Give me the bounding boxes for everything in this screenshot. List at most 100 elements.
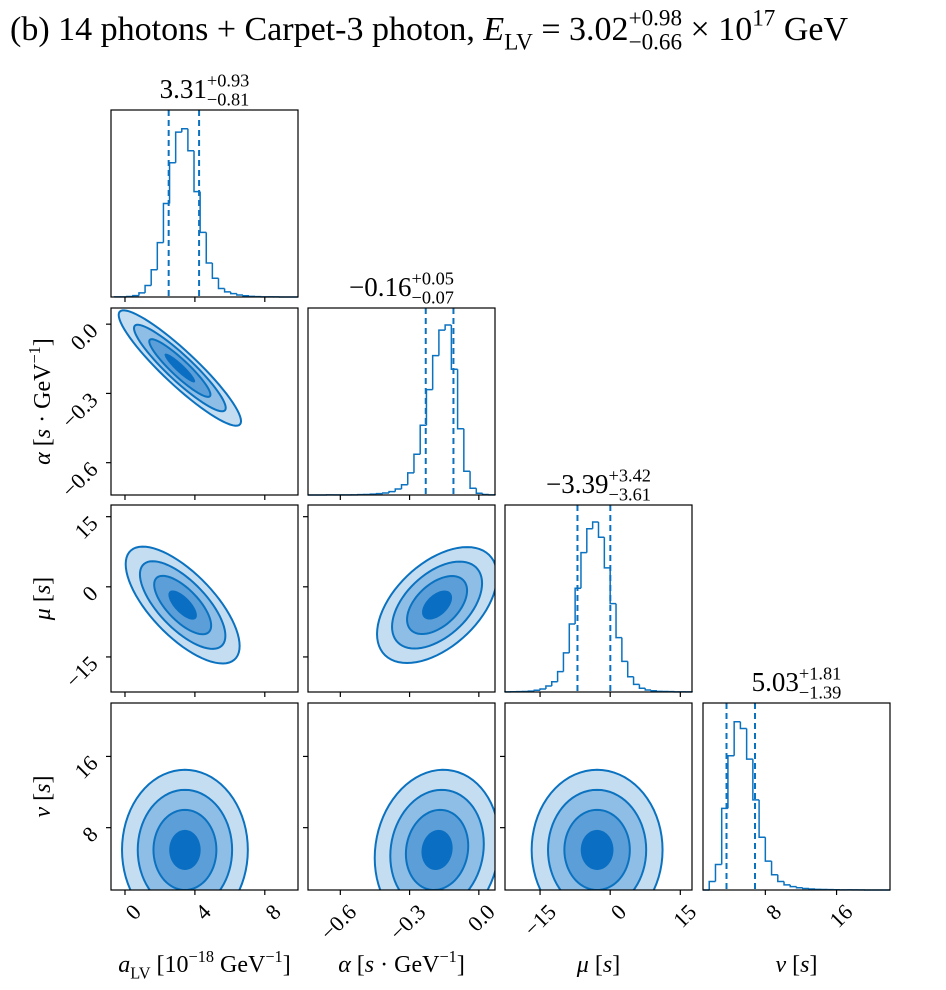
chart-title-part: 17 — [752, 6, 775, 32]
histogram-bin — [181, 127, 188, 133]
contour-line — [121, 768, 249, 890]
histogram-bin — [795, 886, 803, 889]
histogram-bin — [808, 888, 816, 890]
x-axis-label-part: ] — [612, 952, 620, 978]
density-panel — [376, 546, 495, 665]
y-axis-label-part: ] — [30, 776, 56, 784]
contour-line — [153, 574, 213, 636]
y-tick-label: 8 — [77, 822, 102, 847]
panel-frame — [702, 702, 891, 891]
y-axis-label-part: ] — [30, 338, 56, 346]
contour-fill — [422, 590, 453, 620]
chart-title-part: +0.98 — [629, 6, 682, 32]
x-tick-label: 8 — [260, 899, 285, 924]
panel-title-part: +0.93 — [207, 71, 249, 91]
histogram-bin — [406, 472, 414, 485]
x-tick-label: −15 — [519, 899, 561, 941]
histogram-bin — [481, 493, 489, 496]
x-axis-label-part: μ — [576, 952, 589, 978]
histogram-bin — [783, 881, 791, 886]
y-axis-label-part: [ — [30, 793, 56, 807]
histogram-bin — [438, 329, 446, 356]
chart-title-part: E — [482, 11, 504, 48]
histogram-bin — [444, 324, 452, 331]
histogram-bin — [739, 721, 747, 730]
histogram-bin — [174, 131, 182, 163]
histogram-bin — [656, 690, 663, 693]
contour-line — [389, 788, 485, 890]
x-tick-label: 8 — [761, 899, 786, 924]
x-axis-label-part: [ — [351, 952, 365, 978]
contour-fill — [580, 829, 614, 870]
histogram-bin — [223, 288, 231, 293]
density-panel — [121, 768, 249, 890]
panel-title: 5.03+1.81 −1.39 — [752, 664, 842, 703]
y-tick-label: −15 — [61, 651, 103, 693]
y-axis-label-part: · GeV — [30, 363, 56, 429]
histogram-bin — [568, 623, 576, 653]
histogram-bin — [450, 325, 458, 370]
histogram-bin — [789, 884, 797, 888]
density-panel — [117, 309, 243, 427]
histogram-bin — [801, 887, 809, 890]
x-tick-label: 0.0 — [463, 899, 500, 936]
histogram-bin — [388, 490, 396, 493]
y-axis-label-part: −1 — [25, 346, 44, 363]
histogram-bin — [425, 388, 433, 426]
panel-frame — [110, 504, 299, 693]
contour-line — [406, 575, 469, 636]
x-tick-label: −0.3 — [385, 899, 431, 945]
y-axis-label-part: α — [30, 452, 56, 465]
x-axis-label-part: · GeV — [374, 952, 440, 978]
contour-line — [136, 788, 234, 890]
histogram-bin — [533, 689, 541, 692]
histogram-bin — [475, 488, 483, 495]
histogram-bin — [551, 681, 558, 687]
histogram-bin — [586, 528, 593, 553]
x-tick-label: 0 — [120, 899, 145, 924]
x-tick-label: 16 — [824, 899, 857, 932]
x-axis-label-part: GeV — [214, 952, 266, 978]
x-axis-label-part: [ — [589, 952, 603, 978]
histogram-bin — [394, 488, 402, 492]
panel-title: −0.16+0.05 −0.07 — [349, 269, 454, 308]
histogram-bin — [708, 880, 716, 890]
contour-line — [547, 788, 648, 890]
x-axis-label: v [s] — [776, 952, 818, 978]
histogram-bin — [733, 720, 741, 756]
histogram-bin — [591, 521, 599, 529]
x-tick-label: 15 — [668, 899, 701, 932]
y-axis-label-part: ] — [30, 577, 56, 585]
x-tick-label: −0.6 — [315, 899, 361, 945]
histogram-bin — [375, 492, 383, 495]
histogram-bin — [580, 551, 587, 589]
chart-title-part: LV — [504, 30, 533, 56]
histogram-bin — [463, 428, 471, 472]
histogram-bin — [714, 863, 722, 882]
histogram-bin — [745, 728, 753, 760]
panel-title-part: −3.61 — [609, 485, 651, 505]
contour-line — [373, 768, 495, 890]
histogram-bin — [132, 294, 139, 297]
contour-fill — [168, 590, 197, 620]
histogram-bin — [770, 861, 778, 876]
contour-line — [117, 309, 243, 427]
histogram-bin — [603, 537, 611, 569]
histogram-bin — [168, 161, 176, 204]
contour-line — [563, 808, 631, 890]
x-axis-label-part: [10 — [151, 952, 189, 978]
histogram-bin — [727, 754, 735, 809]
x-axis-label-part: ] — [283, 952, 291, 978]
histogram-bin — [150, 269, 158, 286]
histogram-bin — [597, 522, 605, 539]
histogram-bin — [187, 128, 195, 152]
contour-line — [376, 546, 495, 665]
contour-line — [132, 323, 227, 413]
y-axis-label: α [s · GeV−1] — [25, 338, 56, 465]
histogram-bin — [242, 294, 250, 297]
x-axis-label-part: ] — [457, 952, 465, 978]
density-panel — [530, 768, 664, 890]
chart-title: (b) 14 photons + Carpet-3 photon, ELV = … — [10, 6, 848, 56]
histogram-bin — [615, 603, 622, 639]
panel-title-part: −0.81 — [207, 90, 249, 110]
